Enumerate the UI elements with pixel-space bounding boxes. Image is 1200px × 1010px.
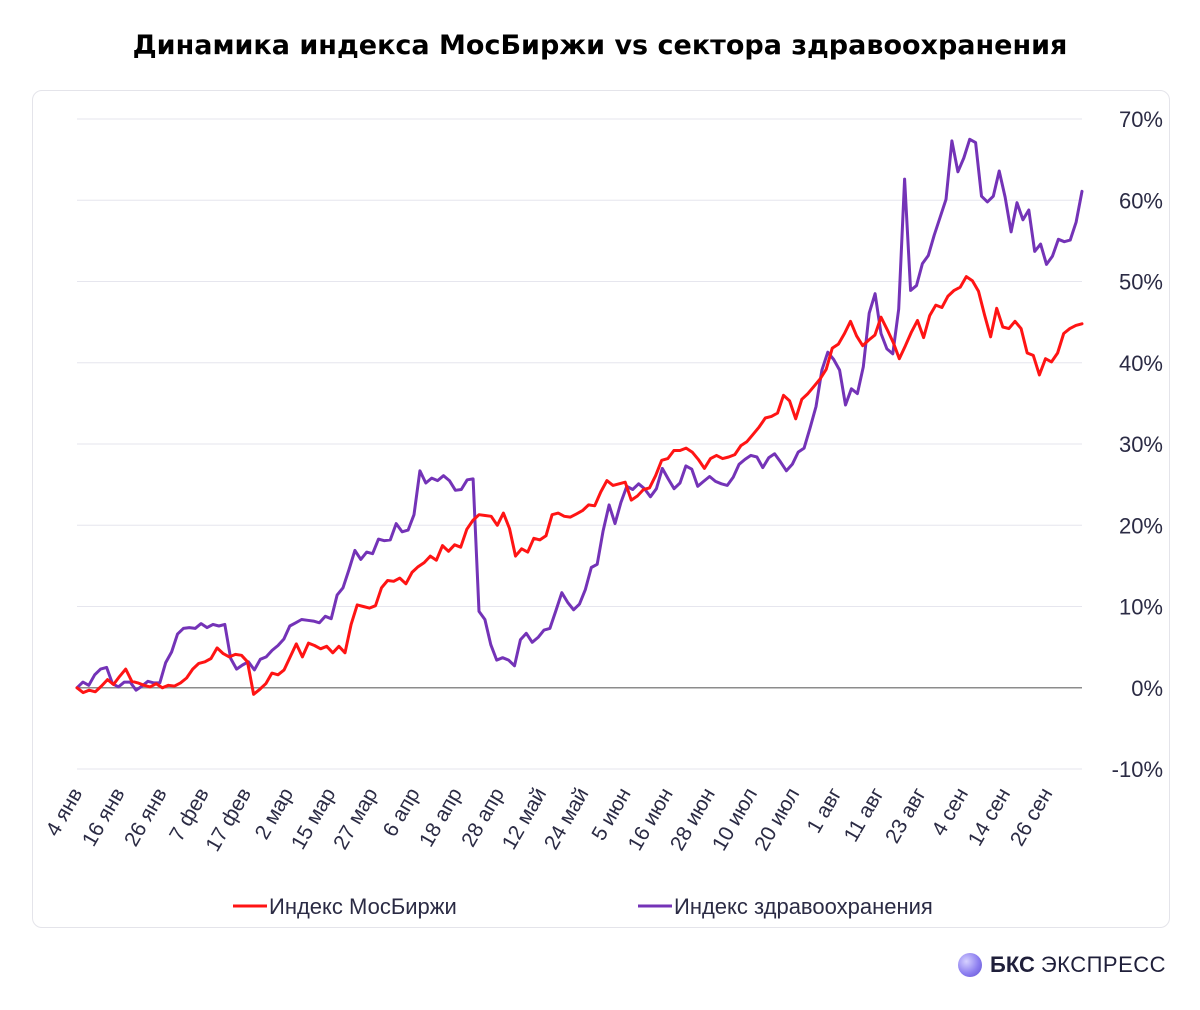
x-tick-label: 4 янв: [42, 784, 88, 840]
brand-name-light: ЭКСПРЕСС: [1040, 952, 1167, 977]
x-tick-label: 26 янв: [120, 784, 172, 850]
x-tick-label: 6 апр: [379, 784, 425, 841]
y-tick-label: 70%: [1119, 107, 1163, 132]
y-tick-label: 60%: [1119, 188, 1163, 213]
y-tick-label: 40%: [1119, 351, 1163, 376]
brand-name-bold: БКС: [990, 952, 1035, 977]
brand-logo: БКС ЭКСПРЕСС: [958, 950, 1166, 980]
y-tick-label: 10%: [1119, 595, 1163, 620]
chart-card: 70% 60% 50% 40% 30% 20% 10% 0% -10% 4 янв 16 янв 2…: [32, 90, 1170, 928]
legend-label: Индекс здравоохранения: [674, 894, 933, 919]
series-lines: [75, 137, 1084, 696]
y-tick-label: 30%: [1119, 432, 1163, 457]
legend-label: Индекс МосБиржи: [269, 894, 457, 919]
legend: Индекс МосБиржи Индекс здравоохранения: [233, 894, 933, 919]
brand-orb-icon: [958, 953, 982, 977]
y-tick-label: -10%: [1112, 757, 1163, 782]
y-tick-label: 50%: [1119, 270, 1163, 295]
chart-title: Динамика индекса МосБиржи vs сектора здр…: [132, 30, 1068, 61]
y-tick-label: 0%: [1131, 676, 1163, 701]
x-tick-label: 26 сен: [1006, 784, 1057, 850]
x-tick-label: 1 авг: [803, 784, 847, 837]
series-line: [75, 137, 1084, 692]
x-tick-label: 23 авг: [881, 784, 931, 847]
y-tick-label: 20%: [1119, 513, 1163, 538]
series-line: [75, 275, 1084, 696]
grid-lines: [77, 118, 1082, 770]
y-axis-tick-labels: 70% 60% 50% 40% 30% 20% 10% 0% -10%: [1112, 107, 1163, 782]
x-tick-label: 4 сен: [927, 784, 973, 840]
